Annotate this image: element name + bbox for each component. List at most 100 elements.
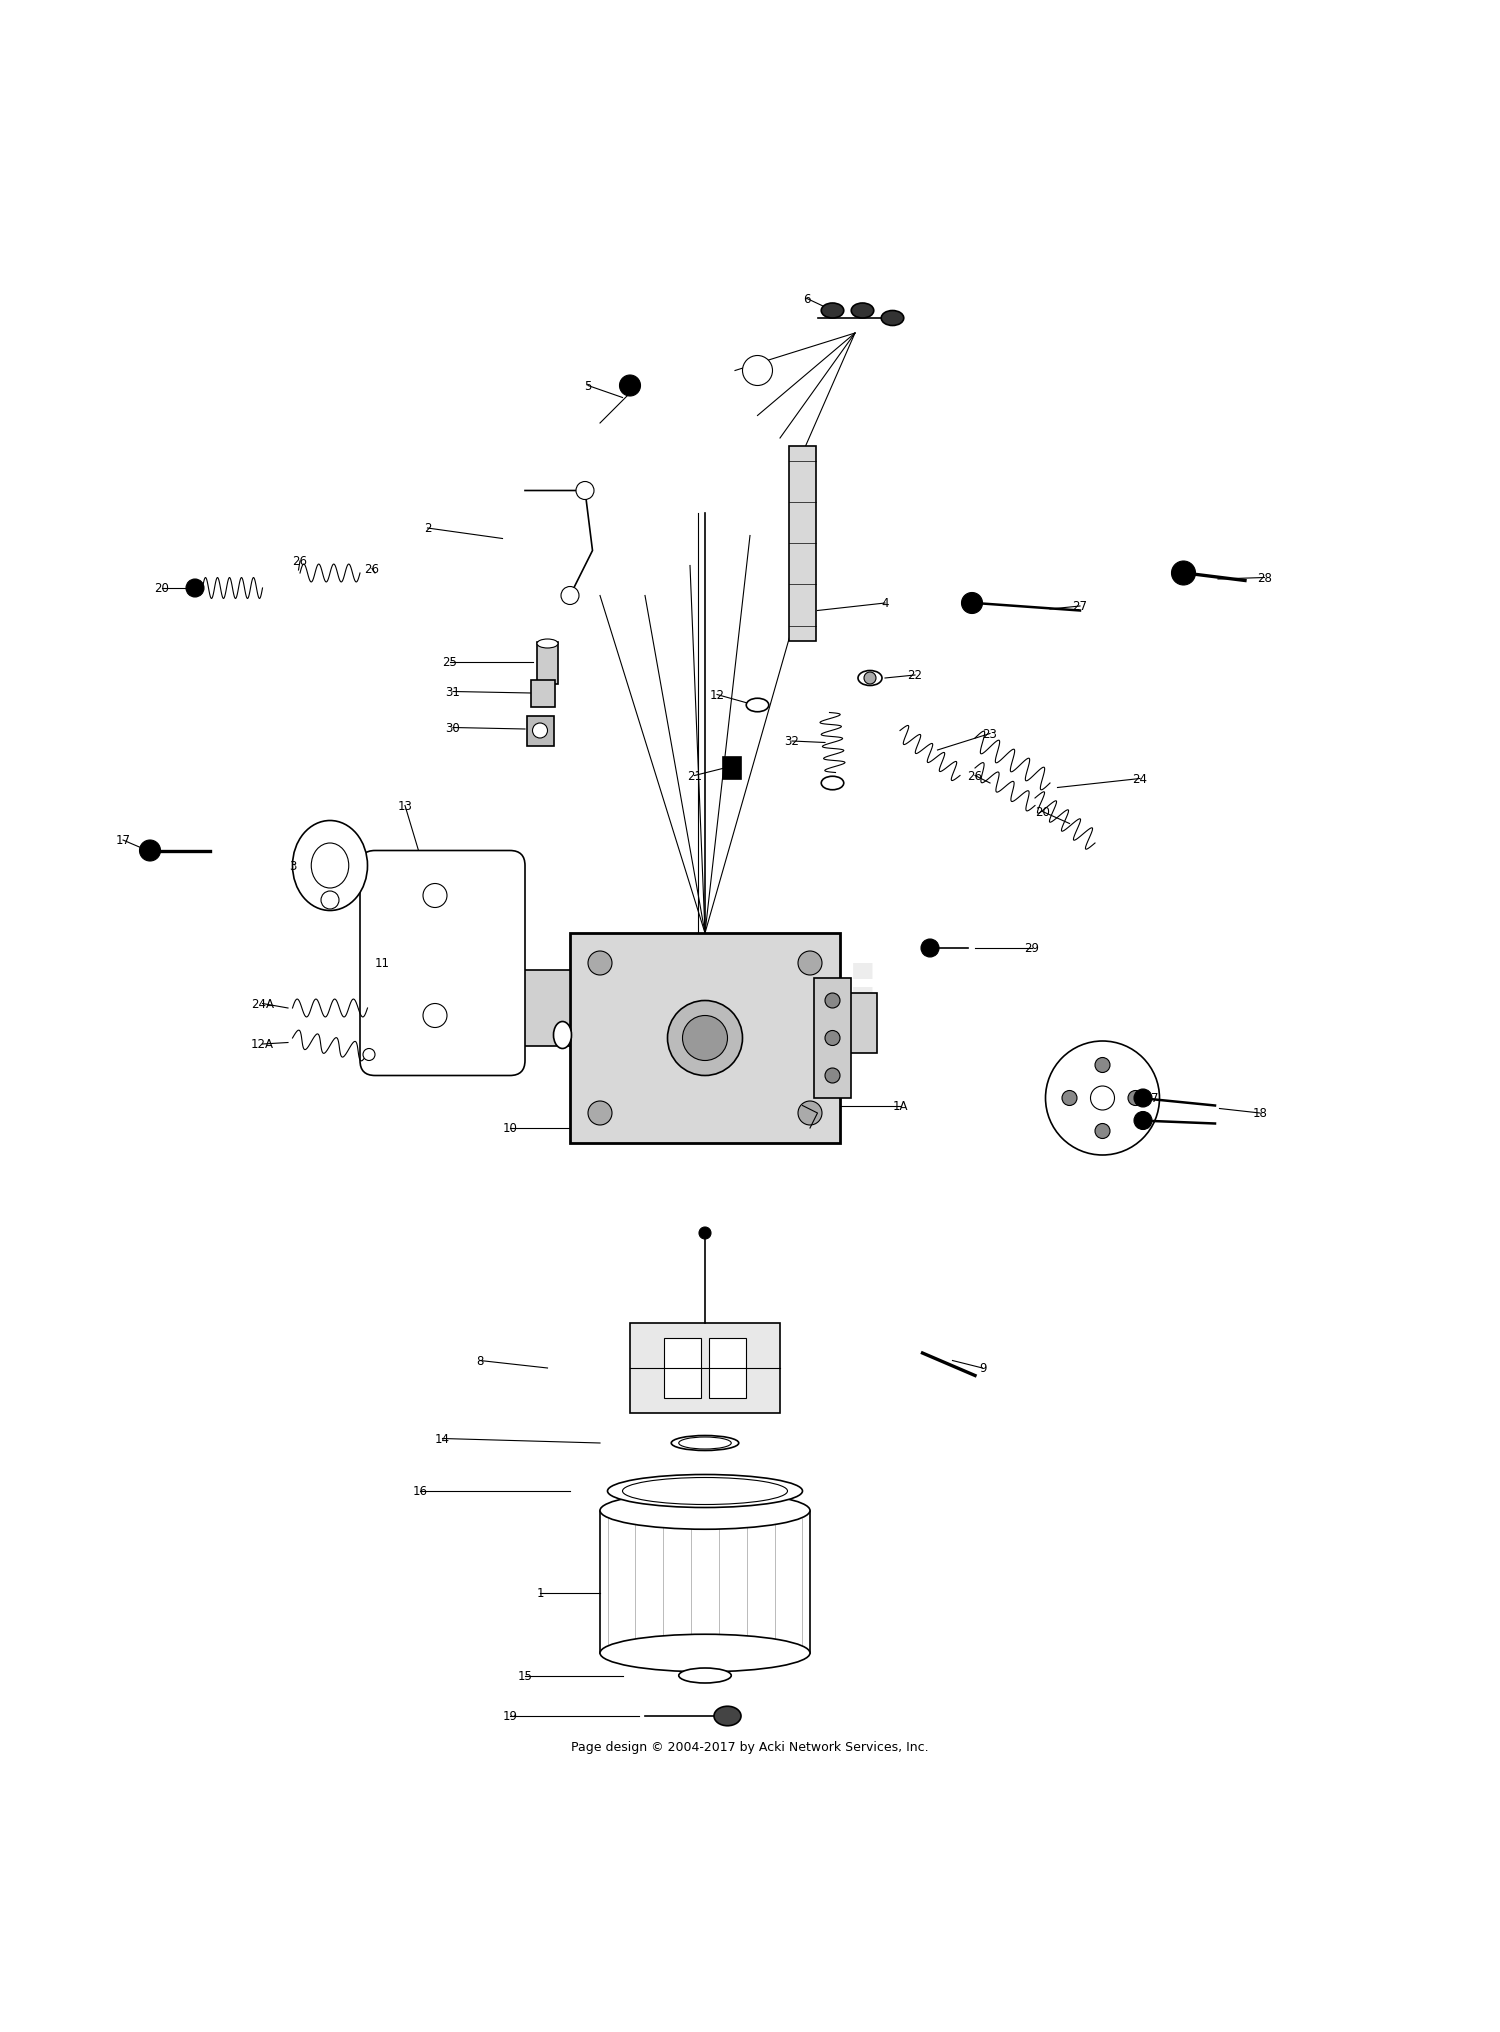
- Text: 13: 13: [398, 801, 412, 813]
- Text: 11: 11: [375, 957, 390, 969]
- Circle shape: [532, 723, 548, 740]
- Ellipse shape: [554, 1022, 572, 1049]
- Ellipse shape: [822, 305, 844, 319]
- Ellipse shape: [600, 1491, 810, 1530]
- Circle shape: [363, 1049, 375, 1061]
- Text: 21: 21: [687, 770, 702, 782]
- Text: Page design © 2004-2017 by Acki Network Services, Inc.: Page design © 2004-2017 by Acki Network …: [572, 1741, 928, 1754]
- Text: 4: 4: [882, 597, 888, 610]
- Circle shape: [321, 892, 339, 910]
- Ellipse shape: [882, 311, 903, 327]
- Circle shape: [576, 482, 594, 500]
- Bar: [537, 642, 558, 685]
- Text: 29: 29: [1024, 943, 1039, 955]
- Circle shape: [1095, 1124, 1110, 1140]
- Text: 8: 8: [477, 1355, 483, 1368]
- Ellipse shape: [714, 1707, 741, 1725]
- Text: 2: 2: [423, 522, 432, 534]
- Text: 26: 26: [292, 555, 308, 569]
- Circle shape: [1046, 1042, 1160, 1156]
- Text: 12A: 12A: [251, 1038, 274, 1051]
- Text: 15: 15: [518, 1668, 532, 1682]
- Text: 20: 20: [154, 583, 170, 595]
- Ellipse shape: [850, 305, 873, 319]
- Bar: [663, 1339, 700, 1398]
- Circle shape: [798, 951, 822, 975]
- Text: 22: 22: [908, 669, 922, 683]
- Ellipse shape: [537, 640, 558, 648]
- Text: 26: 26: [364, 563, 380, 575]
- Text: Acki: Acki: [618, 963, 882, 1069]
- Circle shape: [588, 951, 612, 975]
- Circle shape: [682, 1016, 728, 1061]
- Ellipse shape: [672, 1437, 738, 1451]
- Bar: [630, 1323, 780, 1414]
- Text: 20: 20: [1035, 805, 1050, 819]
- Text: 26: 26: [968, 770, 982, 782]
- Circle shape: [186, 579, 204, 597]
- Circle shape: [825, 994, 840, 1008]
- Circle shape: [423, 1004, 447, 1028]
- Circle shape: [1095, 1059, 1110, 1073]
- Bar: [723, 758, 741, 780]
- Text: 28: 28: [1257, 571, 1272, 585]
- Circle shape: [825, 1069, 840, 1083]
- Bar: [510, 971, 570, 1046]
- Text: 32: 32: [784, 736, 800, 748]
- Ellipse shape: [600, 1634, 810, 1672]
- Text: 30: 30: [446, 721, 460, 736]
- Circle shape: [825, 1030, 840, 1046]
- Circle shape: [620, 376, 640, 396]
- Text: 1A: 1A: [892, 1099, 908, 1112]
- Text: 19: 19: [503, 1709, 518, 1723]
- Circle shape: [588, 1101, 612, 1126]
- Text: 5: 5: [585, 380, 591, 392]
- Text: 23: 23: [982, 727, 998, 740]
- Circle shape: [962, 593, 982, 614]
- Text: 10: 10: [503, 1122, 518, 1136]
- Circle shape: [1090, 1087, 1114, 1109]
- Text: 31: 31: [446, 685, 460, 699]
- Circle shape: [140, 841, 160, 862]
- Text: 6: 6: [804, 293, 810, 307]
- Circle shape: [921, 939, 939, 957]
- Ellipse shape: [678, 1437, 732, 1449]
- Circle shape: [798, 1101, 822, 1126]
- Text: 9: 9: [978, 1361, 987, 1376]
- Circle shape: [1172, 561, 1196, 585]
- Text: 14: 14: [435, 1433, 450, 1445]
- FancyBboxPatch shape: [360, 851, 525, 1077]
- Text: 7: 7: [1152, 1091, 1158, 1105]
- Bar: [789, 447, 816, 642]
- Circle shape: [1134, 1089, 1152, 1107]
- Circle shape: [699, 1227, 711, 1240]
- Ellipse shape: [292, 821, 368, 910]
- Bar: [708, 1339, 747, 1398]
- Bar: [833, 994, 878, 1053]
- Ellipse shape: [858, 671, 882, 687]
- Text: 24A: 24A: [251, 998, 274, 1010]
- Ellipse shape: [822, 776, 844, 790]
- Text: 12: 12: [710, 689, 724, 701]
- Bar: [570, 933, 840, 1144]
- Text: 1: 1: [537, 1587, 543, 1599]
- Circle shape: [1134, 1112, 1152, 1130]
- Text: 27: 27: [1072, 599, 1088, 614]
- Text: 17: 17: [116, 833, 130, 847]
- Circle shape: [864, 673, 876, 685]
- Ellipse shape: [622, 1477, 788, 1506]
- Circle shape: [742, 356, 772, 386]
- Bar: [531, 681, 555, 707]
- Bar: [813, 979, 852, 1099]
- Ellipse shape: [747, 699, 768, 713]
- Text: 3: 3: [290, 860, 296, 872]
- Text: 16: 16: [413, 1485, 428, 1498]
- Text: 18: 18: [1252, 1107, 1268, 1120]
- Circle shape: [1062, 1091, 1077, 1105]
- Ellipse shape: [678, 1668, 732, 1682]
- Circle shape: [668, 1002, 742, 1077]
- Circle shape: [1128, 1091, 1143, 1105]
- Text: 24: 24: [1132, 772, 1148, 786]
- Text: 25: 25: [442, 656, 458, 669]
- Circle shape: [561, 587, 579, 606]
